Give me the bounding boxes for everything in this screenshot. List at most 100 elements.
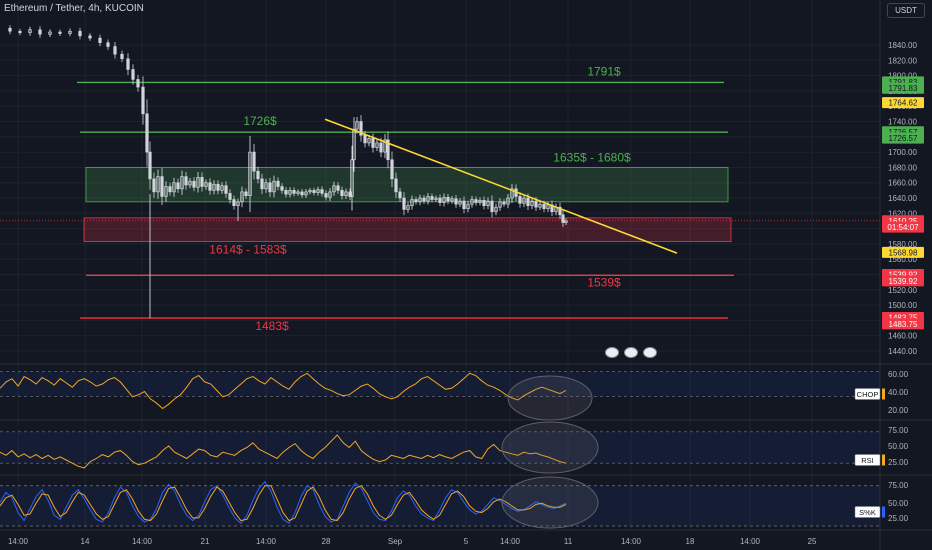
candle-up xyxy=(304,191,308,196)
candle-down xyxy=(145,113,149,153)
candle-up xyxy=(220,185,224,191)
candle-down xyxy=(398,191,402,199)
price-badge-label: 1568.98 xyxy=(889,248,918,257)
y-tick-label: 1640.00 xyxy=(888,194,917,203)
candle-down xyxy=(268,182,272,193)
candle-down xyxy=(184,176,188,186)
candle-up xyxy=(196,177,200,188)
candle-up xyxy=(272,180,276,193)
x-tick-label: 14:00 xyxy=(8,537,29,546)
candle-up xyxy=(494,206,498,213)
x-tick-label: 14:00 xyxy=(132,537,153,546)
candle-down xyxy=(136,79,140,88)
candle-down xyxy=(462,200,466,210)
candle-up xyxy=(406,205,410,210)
candle-down xyxy=(394,178,398,193)
candle-down xyxy=(474,199,478,203)
candle-down xyxy=(8,27,12,32)
candle-down xyxy=(284,190,288,195)
candle-down xyxy=(160,176,164,197)
candle-down xyxy=(58,31,62,34)
us-flag-icon[interactable] xyxy=(605,347,619,358)
x-tick-label: 25 xyxy=(808,537,817,546)
trendline xyxy=(324,118,678,254)
candle-up xyxy=(426,196,430,202)
candle-down xyxy=(192,180,196,188)
indicator-tick-label: 40.00 xyxy=(888,388,909,397)
x-tick-label: 28 xyxy=(322,537,331,546)
x-tick-label: 14:00 xyxy=(500,537,521,546)
candle-down xyxy=(386,139,390,161)
candle-down xyxy=(152,178,156,193)
y-tick-label: 1740.00 xyxy=(888,118,917,127)
candle-up xyxy=(367,138,371,144)
candle-down xyxy=(113,46,117,55)
candle-up xyxy=(530,200,534,206)
candle-up xyxy=(212,183,216,191)
candle-down xyxy=(88,35,92,39)
candle-up xyxy=(264,182,268,190)
price-badge-label: 01:54:07 xyxy=(887,223,919,232)
candle-up xyxy=(546,204,550,210)
indicator-tick-label: 50.00 xyxy=(888,442,909,451)
us-flag-icon[interactable] xyxy=(643,347,657,358)
candle-down xyxy=(482,199,486,206)
candle-up xyxy=(316,189,320,193)
candle-down xyxy=(526,197,530,206)
candle-down xyxy=(379,142,383,153)
symbol-title[interactable]: Ethereum / Tether, 4h, KUCOIN xyxy=(4,3,144,14)
price-badge xyxy=(882,275,924,287)
indicator-series-RSI xyxy=(0,434,567,469)
level-label: 1726$ xyxy=(243,114,277,128)
price-badge-label: 1726.57 xyxy=(889,134,918,143)
candle-down xyxy=(106,42,110,47)
price-badge xyxy=(882,318,924,330)
candle-up xyxy=(68,30,72,34)
price-badge-label: 1483.75 xyxy=(889,320,918,329)
candle-up xyxy=(172,182,176,193)
indicator-name: CHOP xyxy=(857,390,879,399)
price-badge xyxy=(882,132,924,144)
candle-down xyxy=(359,121,363,136)
zone-label: 1635$ - 1680$ xyxy=(553,150,631,164)
y-tick-label: 1520.00 xyxy=(888,286,917,295)
candle-down xyxy=(446,196,450,202)
y-tick-label: 1440.00 xyxy=(888,347,917,356)
candle-up xyxy=(188,180,192,186)
candle-down xyxy=(300,191,304,196)
us-flag-icon[interactable] xyxy=(624,347,638,358)
candle-up xyxy=(352,128,356,161)
candle-up xyxy=(458,200,462,205)
candle-down xyxy=(126,58,130,70)
y-tick-label: 1820.00 xyxy=(888,56,917,65)
indicator-name-badge xyxy=(854,454,881,466)
candle-down xyxy=(216,183,220,191)
candle-up xyxy=(350,159,354,197)
indicator-series-CHOP xyxy=(0,372,567,410)
candle-up xyxy=(510,188,514,199)
indicator-value-badge xyxy=(882,454,885,466)
currency-button[interactable]: USDT xyxy=(887,3,925,18)
candle-up xyxy=(328,191,332,198)
candle-up xyxy=(164,186,168,197)
candle-up xyxy=(296,191,300,194)
y-tick-label: 1700.00 xyxy=(888,148,917,157)
candle-up xyxy=(288,190,292,195)
candle-down xyxy=(518,196,522,204)
candle-up xyxy=(156,176,160,193)
candle-down xyxy=(276,180,280,187)
candle-up xyxy=(486,200,490,206)
indicator-series-StochRSI xyxy=(0,485,567,522)
candle-up xyxy=(355,121,359,130)
candle-down xyxy=(38,29,42,35)
candle-down xyxy=(390,159,394,180)
candle-down xyxy=(402,197,406,210)
candle-down xyxy=(336,185,340,191)
candle-down xyxy=(438,197,442,203)
indicator-series-StochRSI xyxy=(0,480,567,525)
y-tick-label: 1620.00 xyxy=(888,209,917,218)
x-tick-label: 14:00 xyxy=(256,537,277,546)
price-badge-label: 1483.75 xyxy=(889,314,918,323)
price-badge-label: 1539.92 xyxy=(889,271,918,280)
